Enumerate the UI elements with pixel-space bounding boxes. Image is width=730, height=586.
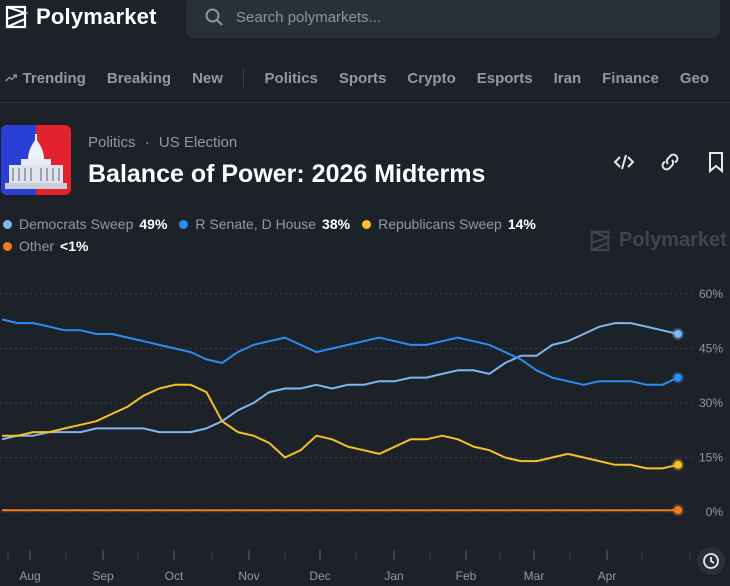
x-tick-label: Aug	[19, 569, 40, 583]
logo-text: Polymarket	[36, 4, 157, 29]
y-tick-label: 45%	[699, 342, 723, 356]
series-end-point	[674, 373, 682, 382]
x-tick-label: Apr	[598, 569, 617, 583]
nav-item-iran[interactable]: Iran	[553, 69, 582, 87]
search-input[interactable]: Search polymarkets...	[186, 0, 720, 38]
legend-entry-republicans-sweep: Republicans Sweep 14%	[360, 213, 536, 235]
top-bar: Polymarket Search polymarkets...	[0, 0, 730, 50]
y-tick-label: 0%	[706, 505, 724, 519]
legend-dot	[362, 219, 372, 229]
x-tick-label: Jan	[384, 569, 403, 583]
x-tick-label: Nov	[238, 569, 259, 583]
x-tick-label: Dec	[309, 569, 330, 583]
y-tick-label: 60%	[699, 287, 723, 301]
series-line	[1, 322, 679, 441]
series-end-point	[674, 329, 682, 338]
price-history-chart[interactable]: 60%45%30%15%0% Aug Sep Oct Nov Dec Jan Feb Mar A…	[0, 280, 730, 586]
chart-grid	[0, 293, 695, 513]
series-end-point	[674, 506, 682, 515]
logo[interactable]: Polymarket	[4, 4, 157, 30]
category-nav: Trending Breaking New Politics Sports Cr…	[0, 62, 730, 94]
nav-item-crypto[interactable]: Crypto	[407, 69, 456, 87]
legend-value: 14%	[507, 216, 536, 232]
search-icon	[205, 8, 223, 26]
nav-item-politics[interactable]: Politics	[264, 69, 318, 87]
legend-label: R Senate, D House	[195, 216, 317, 232]
legend-dot	[3, 219, 12, 229]
legend-label: Republicans Sweep	[378, 216, 502, 232]
trending-icon	[5, 74, 17, 82]
nav-divider	[242, 69, 244, 87]
breadcrumb-tag[interactable]: US Election	[158, 134, 238, 151]
search-placeholder: Search polymarkets...	[236, 8, 382, 26]
bookmark-icon[interactable]	[704, 150, 728, 174]
outcome-legend: Democrats Sweep 49% R Senate, D House 38…	[0, 213, 546, 257]
watermark-text: Polymarket	[619, 229, 727, 251]
nav-item-geo[interactable]: Geo	[679, 69, 709, 87]
y-axis: 60% 45% 30% 15% 0%	[699, 287, 723, 519]
series-end-point	[674, 460, 682, 469]
legend-dot	[3, 241, 12, 251]
y-tick-label: 15%	[699, 451, 723, 465]
legend-value: 38%	[322, 216, 351, 232]
legend-value: <1%	[60, 238, 89, 254]
polymarket-logo-icon	[590, 230, 611, 251]
nav-item-new[interactable]: New	[192, 69, 223, 87]
x-axis: Aug Sep Oct Nov Dec Jan Feb Mar Apr	[7, 550, 691, 583]
breadcrumb: Politics · US Election	[88, 134, 237, 151]
clock-icon	[703, 553, 719, 569]
nav-item-esports[interactable]: Esports	[476, 69, 533, 87]
capitol-image	[1, 125, 71, 195]
x-tick-label: Mar	[524, 569, 545, 583]
breadcrumb-separator: ·	[144, 134, 150, 151]
market-title: Balance of Power: 2026 Midterms	[88, 160, 486, 188]
polymarket-logo-icon	[5, 5, 28, 29]
x-tick-label: Sep	[92, 569, 114, 583]
legend-row: Other <1%	[0, 235, 546, 257]
chart-watermark: Polymarket	[589, 229, 727, 252]
x-tick-label: Oct	[165, 569, 184, 583]
time-range-button[interactable]	[697, 547, 725, 575]
legend-label: Democrats Sweep	[19, 216, 134, 232]
nav-item-breaking[interactable]: Breaking	[106, 69, 172, 87]
breadcrumb-category[interactable]: Politics	[88, 134, 136, 151]
nav-item-trending[interactable]: Trending	[22, 69, 86, 87]
legend-dot	[179, 219, 189, 229]
chart-lines	[1, 318, 684, 517]
legend-value: 49%	[139, 216, 168, 232]
link-icon[interactable]	[658, 150, 682, 174]
series-line	[2, 383, 679, 470]
embed-icon[interactable]	[612, 150, 636, 174]
nav-item-finance[interactable]: Finance	[602, 69, 659, 87]
header-divider	[0, 102, 730, 103]
nav-item-sports[interactable]: Sports	[338, 69, 387, 87]
legend-entry-democrats-sweep: Democrats Sweep 49%	[0, 213, 167, 235]
legend-entry-other: Other <1%	[0, 235, 88, 257]
legend-row: Democrats Sweep 49% R Senate, D House 38…	[0, 213, 546, 235]
market-image	[1, 125, 71, 195]
legend-entry-r-senate-d-house: R Senate, D House 38%	[177, 213, 350, 235]
x-tick-label: Feb	[456, 569, 477, 583]
series-line	[1, 318, 679, 386]
market-actions	[612, 150, 728, 174]
legend-label: Other	[19, 238, 55, 254]
y-tick-label: 30%	[699, 396, 723, 410]
